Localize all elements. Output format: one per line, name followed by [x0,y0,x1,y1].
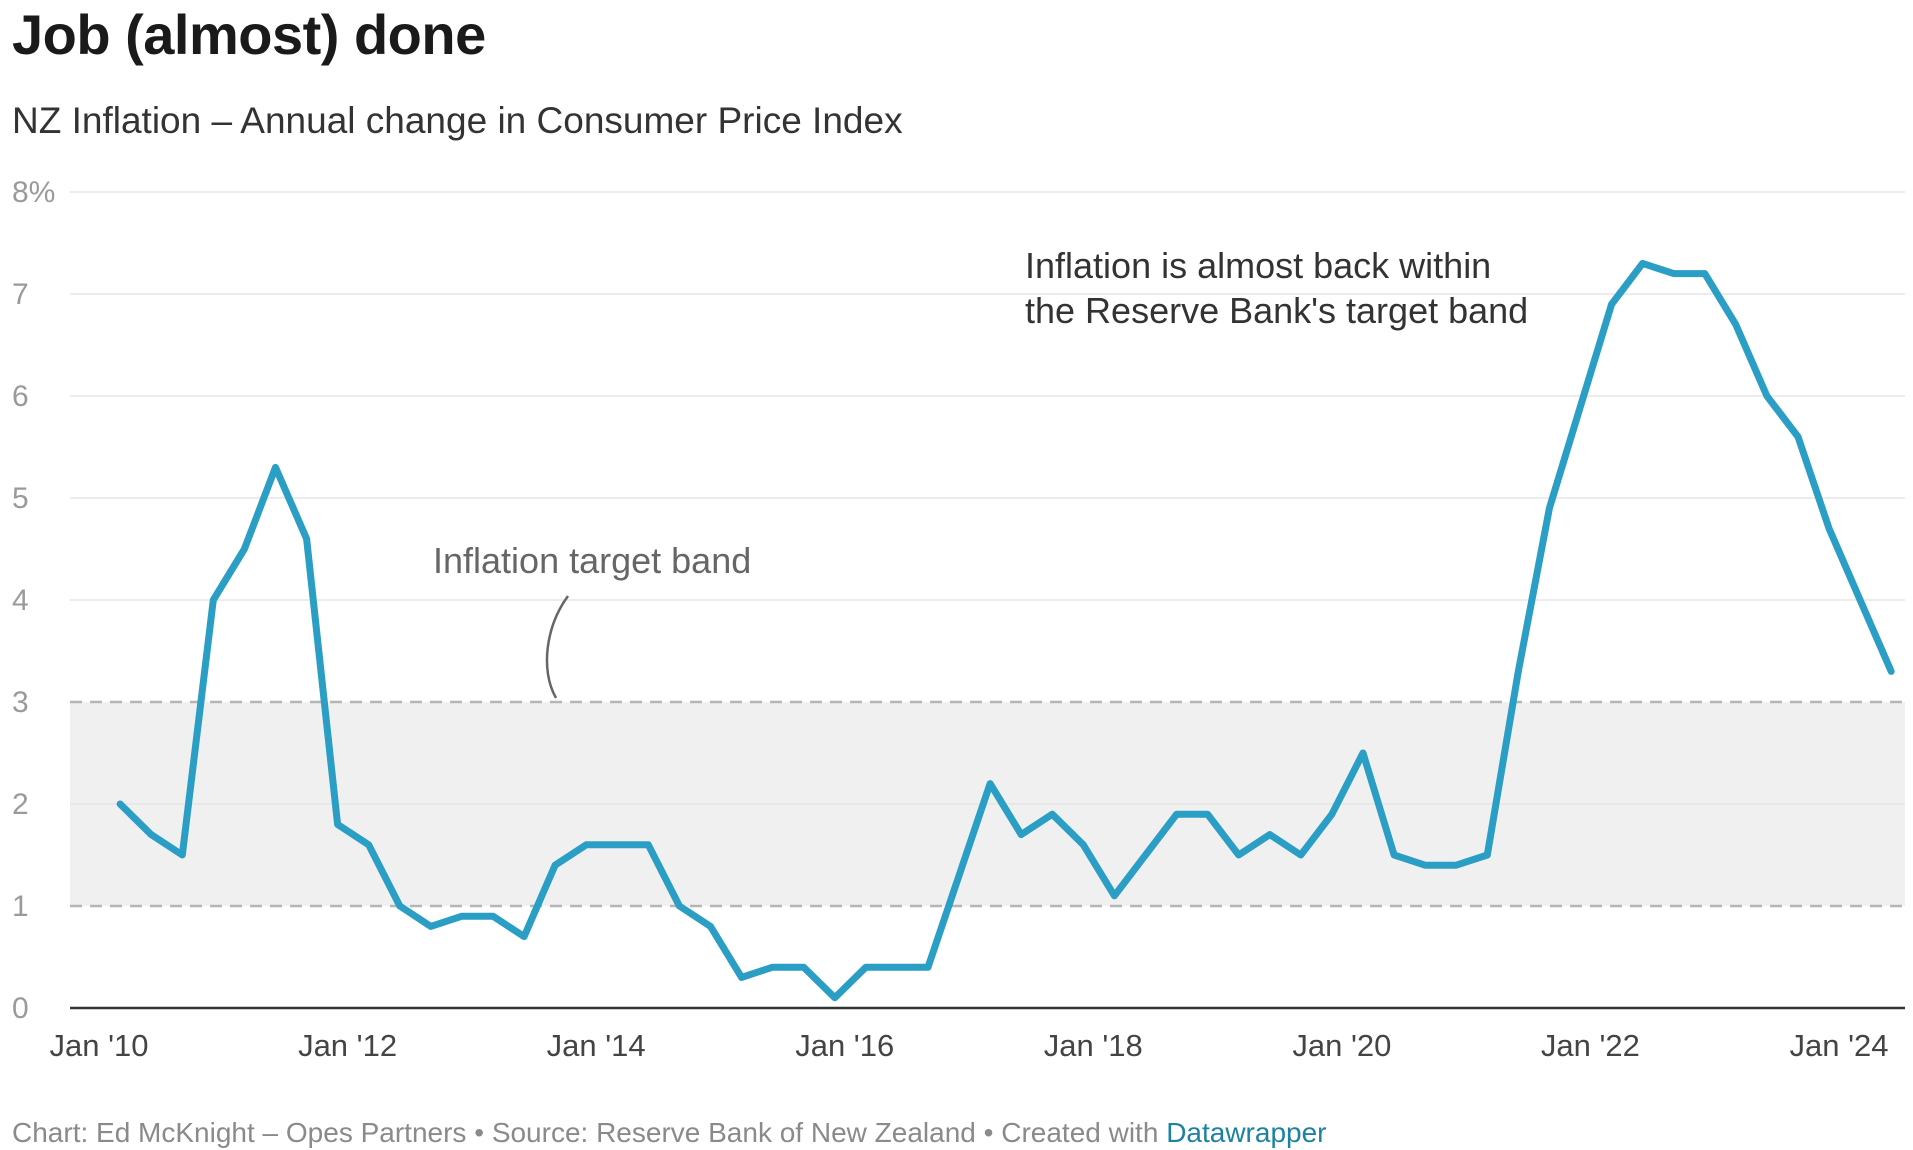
footer-chart-by: Chart: Ed McKnight – Opes Partners [12,1117,467,1148]
y-tick-label: 6 [12,380,29,413]
footer-source: Source: Reserve Bank of New Zealand [491,1117,976,1148]
x-tick-label: Jan '24 [1790,1028,1889,1063]
x-axis-ticks: Jan '10 Jan '12 Jan '14 Jan '16 Jan '18 Jan '… [50,1028,1889,1063]
y-tick-label: 5 [12,482,29,515]
x-tick-label: Jan '14 [547,1028,646,1063]
x-tick-label: Jan '16 [795,1028,894,1063]
datawrapper-link[interactable]: Datawrapper [1166,1117,1327,1148]
band-label-pointer [545,595,570,699]
y-tick-label: 3 [12,686,29,719]
target-band-edges [70,700,1905,908]
y-tick-label: 4 [12,584,29,617]
x-tick-label: Jan '18 [1044,1028,1143,1063]
y-tick-label: 8% [12,176,55,209]
y-tick-label: 1 [12,890,29,923]
gridlines [70,191,1905,805]
x-tick-label: Jan '22 [1541,1028,1640,1063]
series-line-cpi [116,259,1895,1002]
y-tick-label: 0 [12,992,29,1025]
x-tick-label: Jan '10 [50,1028,149,1063]
chart-subtitle: NZ Inflation – Annual change in Consumer… [12,100,903,141]
y-tick-label: 2 [12,788,29,821]
y-axis-ticks: 0 1 2 3 4 5 6 7 8% [12,176,55,1025]
annotation-line-1: Inflation is almost back within [1025,245,1491,286]
footer-created-with: Created with [1001,1117,1167,1148]
chart-footer: Chart: Ed McKnight – Opes Partners • Sou… [12,1117,1327,1149]
x-tick-label: Jan '12 [298,1028,397,1063]
y-tick-label: 7 [12,278,29,311]
chart-title: Job (almost) done [12,3,486,66]
footer-separator: • [975,1117,1002,1148]
x-tick-label: Jan '20 [1292,1028,1391,1063]
footer-separator: • [466,1117,492,1148]
band-label: Inflation target band [433,540,751,581]
annotation-line-2: the Reserve Bank's target band [1025,290,1528,331]
